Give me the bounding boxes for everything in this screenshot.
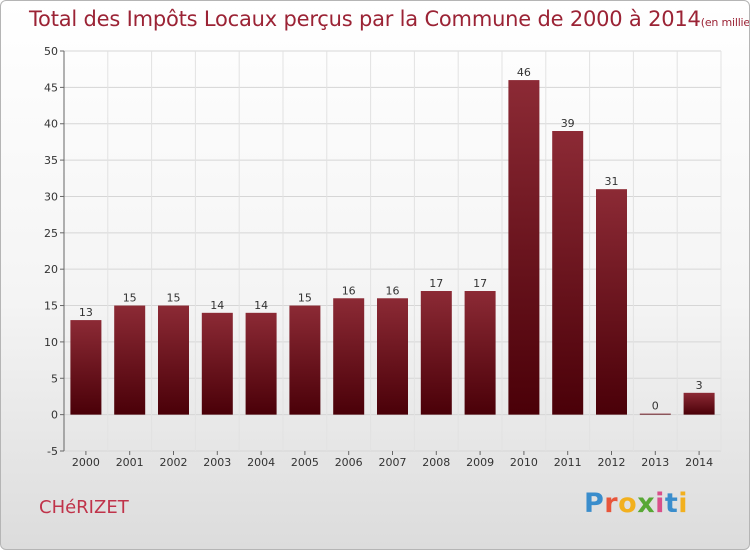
data-label-2010: 46: [517, 66, 531, 79]
y-tick-label: 15: [44, 300, 58, 313]
y-tick-label: 5: [51, 372, 58, 385]
bar-2009: [464, 291, 496, 415]
proxiti-logo: Proxiti: [584, 488, 689, 519]
bar-2010: [508, 80, 540, 415]
bar-2000: [70, 320, 102, 415]
data-label-2006: 16: [342, 284, 356, 297]
x-tick-label-2010: 2010: [510, 456, 538, 469]
y-tick-label: 35: [44, 154, 58, 167]
x-tick-label-2014: 2014: [685, 456, 713, 469]
bar-2002: [158, 305, 189, 415]
data-label-2009: 17: [473, 277, 487, 290]
x-tick-label-2002: 2002: [160, 456, 188, 469]
commune-name: CHéRIZET: [39, 497, 129, 518]
chart-title: Total des Impôts Locaux perçus par la Co…: [29, 7, 750, 31]
bar-2014: [683, 392, 715, 415]
y-tick-label: 40: [44, 118, 58, 131]
data-label-2001: 15: [123, 292, 137, 305]
bar-2012: [596, 189, 627, 415]
data-label-2002: 15: [167, 292, 181, 305]
x-tick-label-2011: 2011: [554, 456, 582, 469]
y-tick-label: 0: [51, 409, 58, 422]
y-tick-label: -5: [47, 445, 58, 458]
bar-2005: [289, 305, 321, 415]
data-label-2004: 14: [254, 299, 268, 312]
bar-2001: [114, 305, 146, 415]
data-label-2014: 3: [696, 379, 703, 392]
data-label-2005: 15: [298, 292, 312, 305]
bar-2007: [377, 298, 408, 415]
y-tick-label: 45: [44, 81, 58, 94]
bar-2011: [552, 131, 584, 415]
bar-2006: [333, 298, 365, 415]
data-label-2003: 14: [210, 299, 224, 312]
x-tick-label-2001: 2001: [116, 456, 144, 469]
bar-2004: [245, 312, 277, 415]
x-tick-label-2008: 2008: [422, 456, 450, 469]
x-tick-label-2012: 2012: [598, 456, 626, 469]
data-label-2013: 0: [652, 400, 659, 413]
data-label-2000: 13: [79, 306, 93, 319]
data-label-2011: 39: [561, 117, 575, 130]
y-tick-label: 30: [44, 190, 58, 203]
bars: [70, 80, 715, 415]
title-main: Total des Impôts Locaux perçus par la Co…: [29, 7, 701, 31]
x-tick-label-2005: 2005: [291, 456, 319, 469]
x-tick-label-2006: 2006: [335, 456, 363, 469]
bar-2008: [420, 291, 452, 415]
x-tick-label-2000: 2000: [72, 456, 100, 469]
labels: 13 15 15 14 14 15 16 16 17 17 46 39 31 0 3: [79, 66, 703, 413]
bar-2013: [639, 413, 671, 415]
x-tick-label-2007: 2007: [379, 456, 407, 469]
y-tick-label: 10: [44, 336, 58, 349]
x-tick-label-2013: 2013: [641, 456, 669, 469]
y-tick-label: 25: [44, 227, 58, 240]
x-tick-label-2003: 2003: [203, 456, 231, 469]
x-tick-label-2004: 2004: [247, 456, 275, 469]
y-tick-label: 50: [44, 45, 58, 58]
x-tick-label-2009: 2009: [466, 456, 494, 469]
data-label-2012: 31: [605, 175, 619, 188]
bar-2003: [201, 312, 233, 415]
data-label-2007: 16: [386, 284, 400, 297]
title-unit: (en milliers d'€): [700, 16, 750, 29]
y-tick-label: 20: [44, 263, 58, 276]
data-label-2008: 17: [429, 277, 443, 290]
